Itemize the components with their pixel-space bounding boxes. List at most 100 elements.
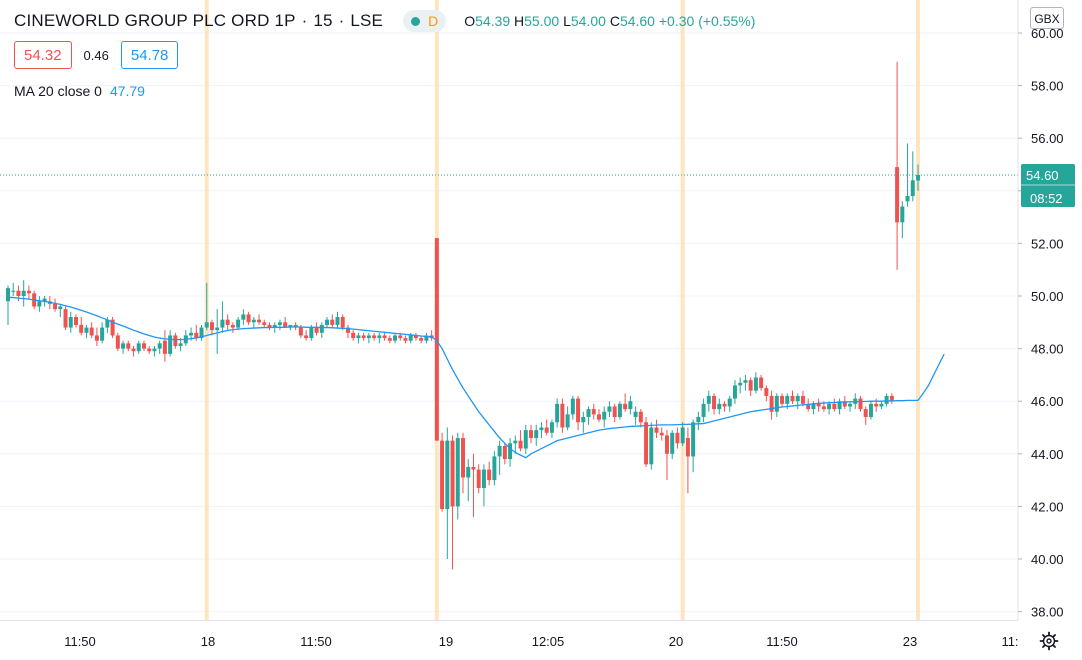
candle-body bbox=[434, 238, 439, 441]
candle-body bbox=[257, 319, 262, 323]
candle-body bbox=[204, 322, 209, 328]
candle bbox=[340, 314, 345, 331]
time-tick-label: 11:50 bbox=[300, 634, 332, 649]
time-tick-label: 11:50 bbox=[766, 634, 798, 649]
candle-body bbox=[664, 435, 669, 454]
candle-body bbox=[670, 432, 675, 454]
candle-body bbox=[319, 324, 324, 333]
candle-body bbox=[654, 427, 659, 433]
candle-body bbox=[42, 298, 47, 302]
candle bbox=[26, 285, 31, 299]
candle bbox=[361, 332, 366, 341]
candle-body bbox=[215, 327, 220, 331]
candle bbox=[304, 330, 309, 341]
quote-row: 54.32 0.46 54.78 bbox=[14, 40, 179, 70]
candle-body bbox=[209, 322, 214, 331]
separator: · bbox=[338, 11, 345, 30]
candle bbox=[466, 459, 471, 502]
candle bbox=[429, 330, 434, 341]
candle-body bbox=[37, 301, 42, 307]
candle-body bbox=[790, 395, 795, 402]
candle-body bbox=[780, 395, 785, 404]
candle bbox=[413, 332, 418, 341]
candle bbox=[220, 301, 225, 333]
candle-body bbox=[811, 403, 816, 410]
candle bbox=[664, 430, 669, 481]
candle bbox=[37, 296, 42, 312]
candle bbox=[236, 317, 241, 331]
moving-average-line bbox=[7, 296, 945, 459]
candle-body bbox=[827, 403, 832, 410]
candle-body bbox=[565, 414, 570, 428]
candle bbox=[570, 395, 575, 420]
candle-body bbox=[612, 406, 617, 417]
candle-body bbox=[544, 427, 549, 433]
buy-price-button[interactable]: 54.78 bbox=[120, 41, 179, 69]
candle bbox=[586, 406, 591, 425]
candle-body bbox=[502, 445, 507, 460]
candle bbox=[910, 151, 915, 202]
candle-body bbox=[283, 322, 288, 328]
candle-body bbox=[351, 332, 356, 339]
candle bbox=[168, 330, 173, 357]
spread-value: 0.46 bbox=[83, 47, 109, 63]
interval-label[interactable]: 15 bbox=[313, 11, 333, 30]
candle bbox=[712, 393, 717, 415]
candle-body bbox=[895, 167, 900, 223]
symbol-name[interactable]: CINEWORLD GROUP PLC ORD 1P bbox=[14, 11, 296, 30]
candle bbox=[732, 380, 737, 404]
sell-price-button[interactable]: 54.32 bbox=[14, 41, 72, 69]
candle bbox=[581, 411, 586, 433]
candle-body bbox=[372, 335, 377, 339]
candle-body bbox=[168, 335, 173, 354]
candle bbox=[100, 322, 105, 344]
candle bbox=[403, 335, 408, 344]
price-tick-label: 40.00 bbox=[1031, 552, 1064, 567]
candle bbox=[251, 317, 256, 328]
time-tick-label: 19 bbox=[439, 634, 453, 649]
time-tick-label: 20 bbox=[669, 634, 683, 649]
candle bbox=[727, 395, 732, 412]
candle bbox=[916, 164, 921, 191]
candle-body bbox=[100, 327, 105, 341]
candle-body bbox=[513, 440, 518, 444]
candle bbox=[283, 317, 288, 328]
candle-body bbox=[633, 411, 638, 417]
chart-grid bbox=[0, 0, 1018, 620]
candle-body bbox=[251, 319, 256, 323]
candle-body bbox=[413, 335, 418, 339]
candle-body bbox=[189, 332, 194, 336]
candle bbox=[628, 395, 633, 415]
candle-body bbox=[225, 319, 230, 325]
candle-body bbox=[121, 343, 126, 349]
currency-button[interactable]: GBX bbox=[1030, 7, 1064, 29]
indicator-legend[interactable]: MA 20 close 0 47.79 bbox=[14, 81, 145, 101]
price-axis[interactable]: 38.00 40.00 42.00 44.00 46.00 48.00 50.00 52.00… bbox=[1018, 26, 1064, 620]
candle bbox=[596, 409, 601, 423]
ohlc-values: O54.39 H55.00 L54.00 C54.60 +0.30 (+0.55… bbox=[464, 13, 755, 29]
candle-body bbox=[738, 382, 743, 386]
candle bbox=[549, 419, 554, 439]
candle bbox=[659, 427, 664, 441]
candle-body bbox=[340, 317, 345, 328]
settings-gear-icon[interactable] bbox=[1038, 630, 1060, 652]
candle bbox=[680, 422, 685, 446]
candle bbox=[685, 427, 690, 494]
data-delay-indicator: D bbox=[428, 13, 439, 29]
candle-body bbox=[617, 403, 622, 417]
market-status-badge[interactable]: D bbox=[403, 10, 447, 32]
candle-body bbox=[732, 385, 737, 399]
candle-body bbox=[649, 427, 654, 465]
candle-body bbox=[868, 403, 873, 417]
candle-body bbox=[518, 440, 523, 449]
candle-body bbox=[487, 469, 492, 481]
time-axis[interactable]: 11:50 18 11:50 19 12:05 20 11:50 23 11: bbox=[64, 634, 1018, 649]
candle bbox=[717, 398, 722, 415]
candle-body bbox=[492, 456, 497, 481]
candle bbox=[356, 332, 361, 344]
candle-body bbox=[272, 324, 277, 328]
candle-body bbox=[529, 430, 533, 439]
candle bbox=[63, 306, 68, 331]
candle-body bbox=[466, 466, 471, 478]
